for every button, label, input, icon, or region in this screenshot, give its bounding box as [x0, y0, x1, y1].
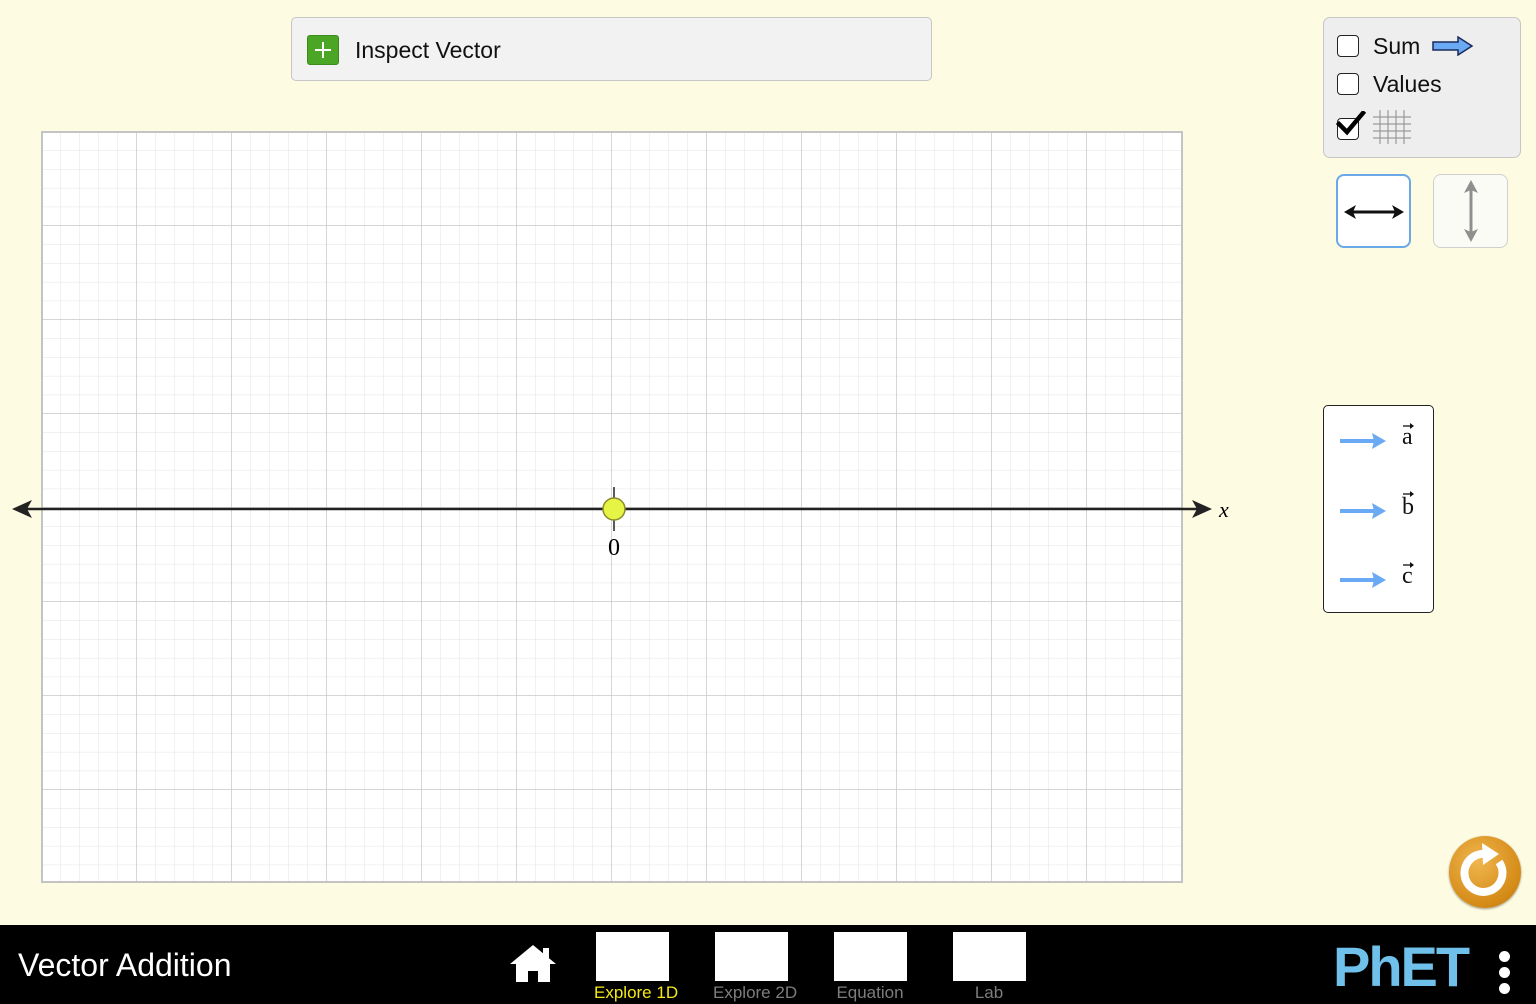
navigation-bar: Vector Addition Explore 1D Explore 2D Eq…	[0, 925, 1536, 1004]
screen-tab-label: Lab	[974, 983, 1004, 1002]
vector-toolbox: a b c	[1323, 405, 1434, 613]
vector-a-symbol: a	[1402, 424, 1413, 450]
vector-b-creator[interactable]: b	[1338, 491, 1420, 530]
values-checkbox[interactable]	[1337, 73, 1359, 95]
vector-a-overarrow-icon	[1403, 423, 1414, 429]
reset-all-button[interactable]	[1449, 836, 1521, 908]
screen-thumbnail	[952, 932, 1026, 981]
phet-logo[interactable]: PhET	[1333, 935, 1470, 998]
horizontal-double-arrow-icon	[1344, 205, 1404, 219]
vector-b-symbol: b	[1402, 494, 1414, 520]
screen-tab-explore-2d[interactable]: Explore 2D	[713, 932, 798, 1003]
screen-tab-lab[interactable]: Lab	[951, 932, 1027, 1003]
vertical-orientation-button[interactable]	[1433, 174, 1508, 248]
x-axis-label: x	[1218, 497, 1229, 522]
phet-logo-text: PhET	[1333, 935, 1470, 998]
inspect-vector-panel[interactable]: Inspect Vector	[291, 17, 932, 81]
vector-c-overarrow-icon	[1403, 562, 1414, 568]
kebab-menu-icon[interactable]	[1492, 945, 1518, 995]
sum-arrow-icon	[1432, 36, 1474, 56]
screen-thumbnail	[595, 932, 669, 981]
graph-area[interactable]: x 0	[0, 0, 1536, 925]
vector-b-arrow-icon	[1340, 503, 1386, 519]
grid-checkbox-row[interactable]	[1336, 110, 1411, 144]
inspect-vector-label: Inspect Vector	[355, 37, 501, 63]
vector-c-symbol: c	[1402, 563, 1413, 589]
sum-checkbox-row[interactable]: Sum	[1337, 33, 1474, 59]
sim-title: Vector Addition	[18, 947, 232, 983]
screen-thumbnail	[833, 932, 907, 981]
screen-thumbnail	[714, 932, 788, 981]
vector-c-creator[interactable]: c	[1338, 562, 1420, 599]
vector-c-arrow-icon	[1340, 572, 1386, 588]
grid-icon	[1373, 110, 1411, 144]
screen-tab-equation[interactable]: Equation	[832, 932, 908, 1003]
axis-left-arrowhead	[12, 500, 32, 518]
vector-a-arrow-icon	[1340, 433, 1386, 449]
grid-checkbox[interactable]	[1336, 111, 1366, 140]
screen-tab-label: Equation	[836, 983, 904, 1002]
plus-icon[interactable]	[307, 35, 339, 65]
origin-point[interactable]	[602, 497, 626, 521]
home-button[interactable]	[508, 942, 558, 986]
checkmark-icon	[1336, 111, 1366, 136]
values-label: Values	[1373, 70, 1442, 97]
axis-right-arrowhead	[1192, 500, 1212, 518]
reset-all-icon	[1460, 843, 1507, 896]
screen-tab-label: Explore 1D	[594, 983, 679, 1002]
sum-label: Sum	[1373, 32, 1421, 59]
values-checkbox-row[interactable]: Values	[1337, 71, 1442, 97]
origin-label: 0	[608, 535, 620, 561]
sum-checkbox[interactable]	[1337, 35, 1359, 57]
horizontal-orientation-button[interactable]	[1336, 174, 1411, 248]
screen-tab-explore-1d[interactable]: Explore 1D	[594, 932, 679, 1003]
options-panel: Sum Values	[1323, 17, 1521, 158]
home-icon	[510, 945, 556, 982]
screen-tab-label: Explore 2D	[713, 983, 798, 1002]
vector-b-overarrow-icon	[1403, 491, 1414, 497]
vertical-double-arrow-icon	[1464, 180, 1478, 242]
vector-a-creator[interactable]: a	[1338, 423, 1420, 460]
